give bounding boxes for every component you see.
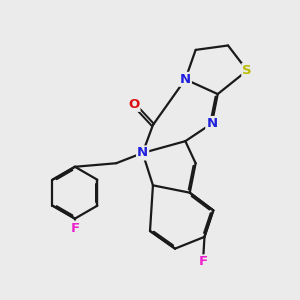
Text: F: F bbox=[198, 255, 208, 268]
Text: O: O bbox=[128, 98, 140, 111]
Text: N: N bbox=[180, 73, 191, 86]
Text: S: S bbox=[242, 64, 252, 77]
Text: N: N bbox=[137, 146, 148, 159]
Text: N: N bbox=[206, 117, 218, 130]
Text: F: F bbox=[70, 221, 80, 235]
